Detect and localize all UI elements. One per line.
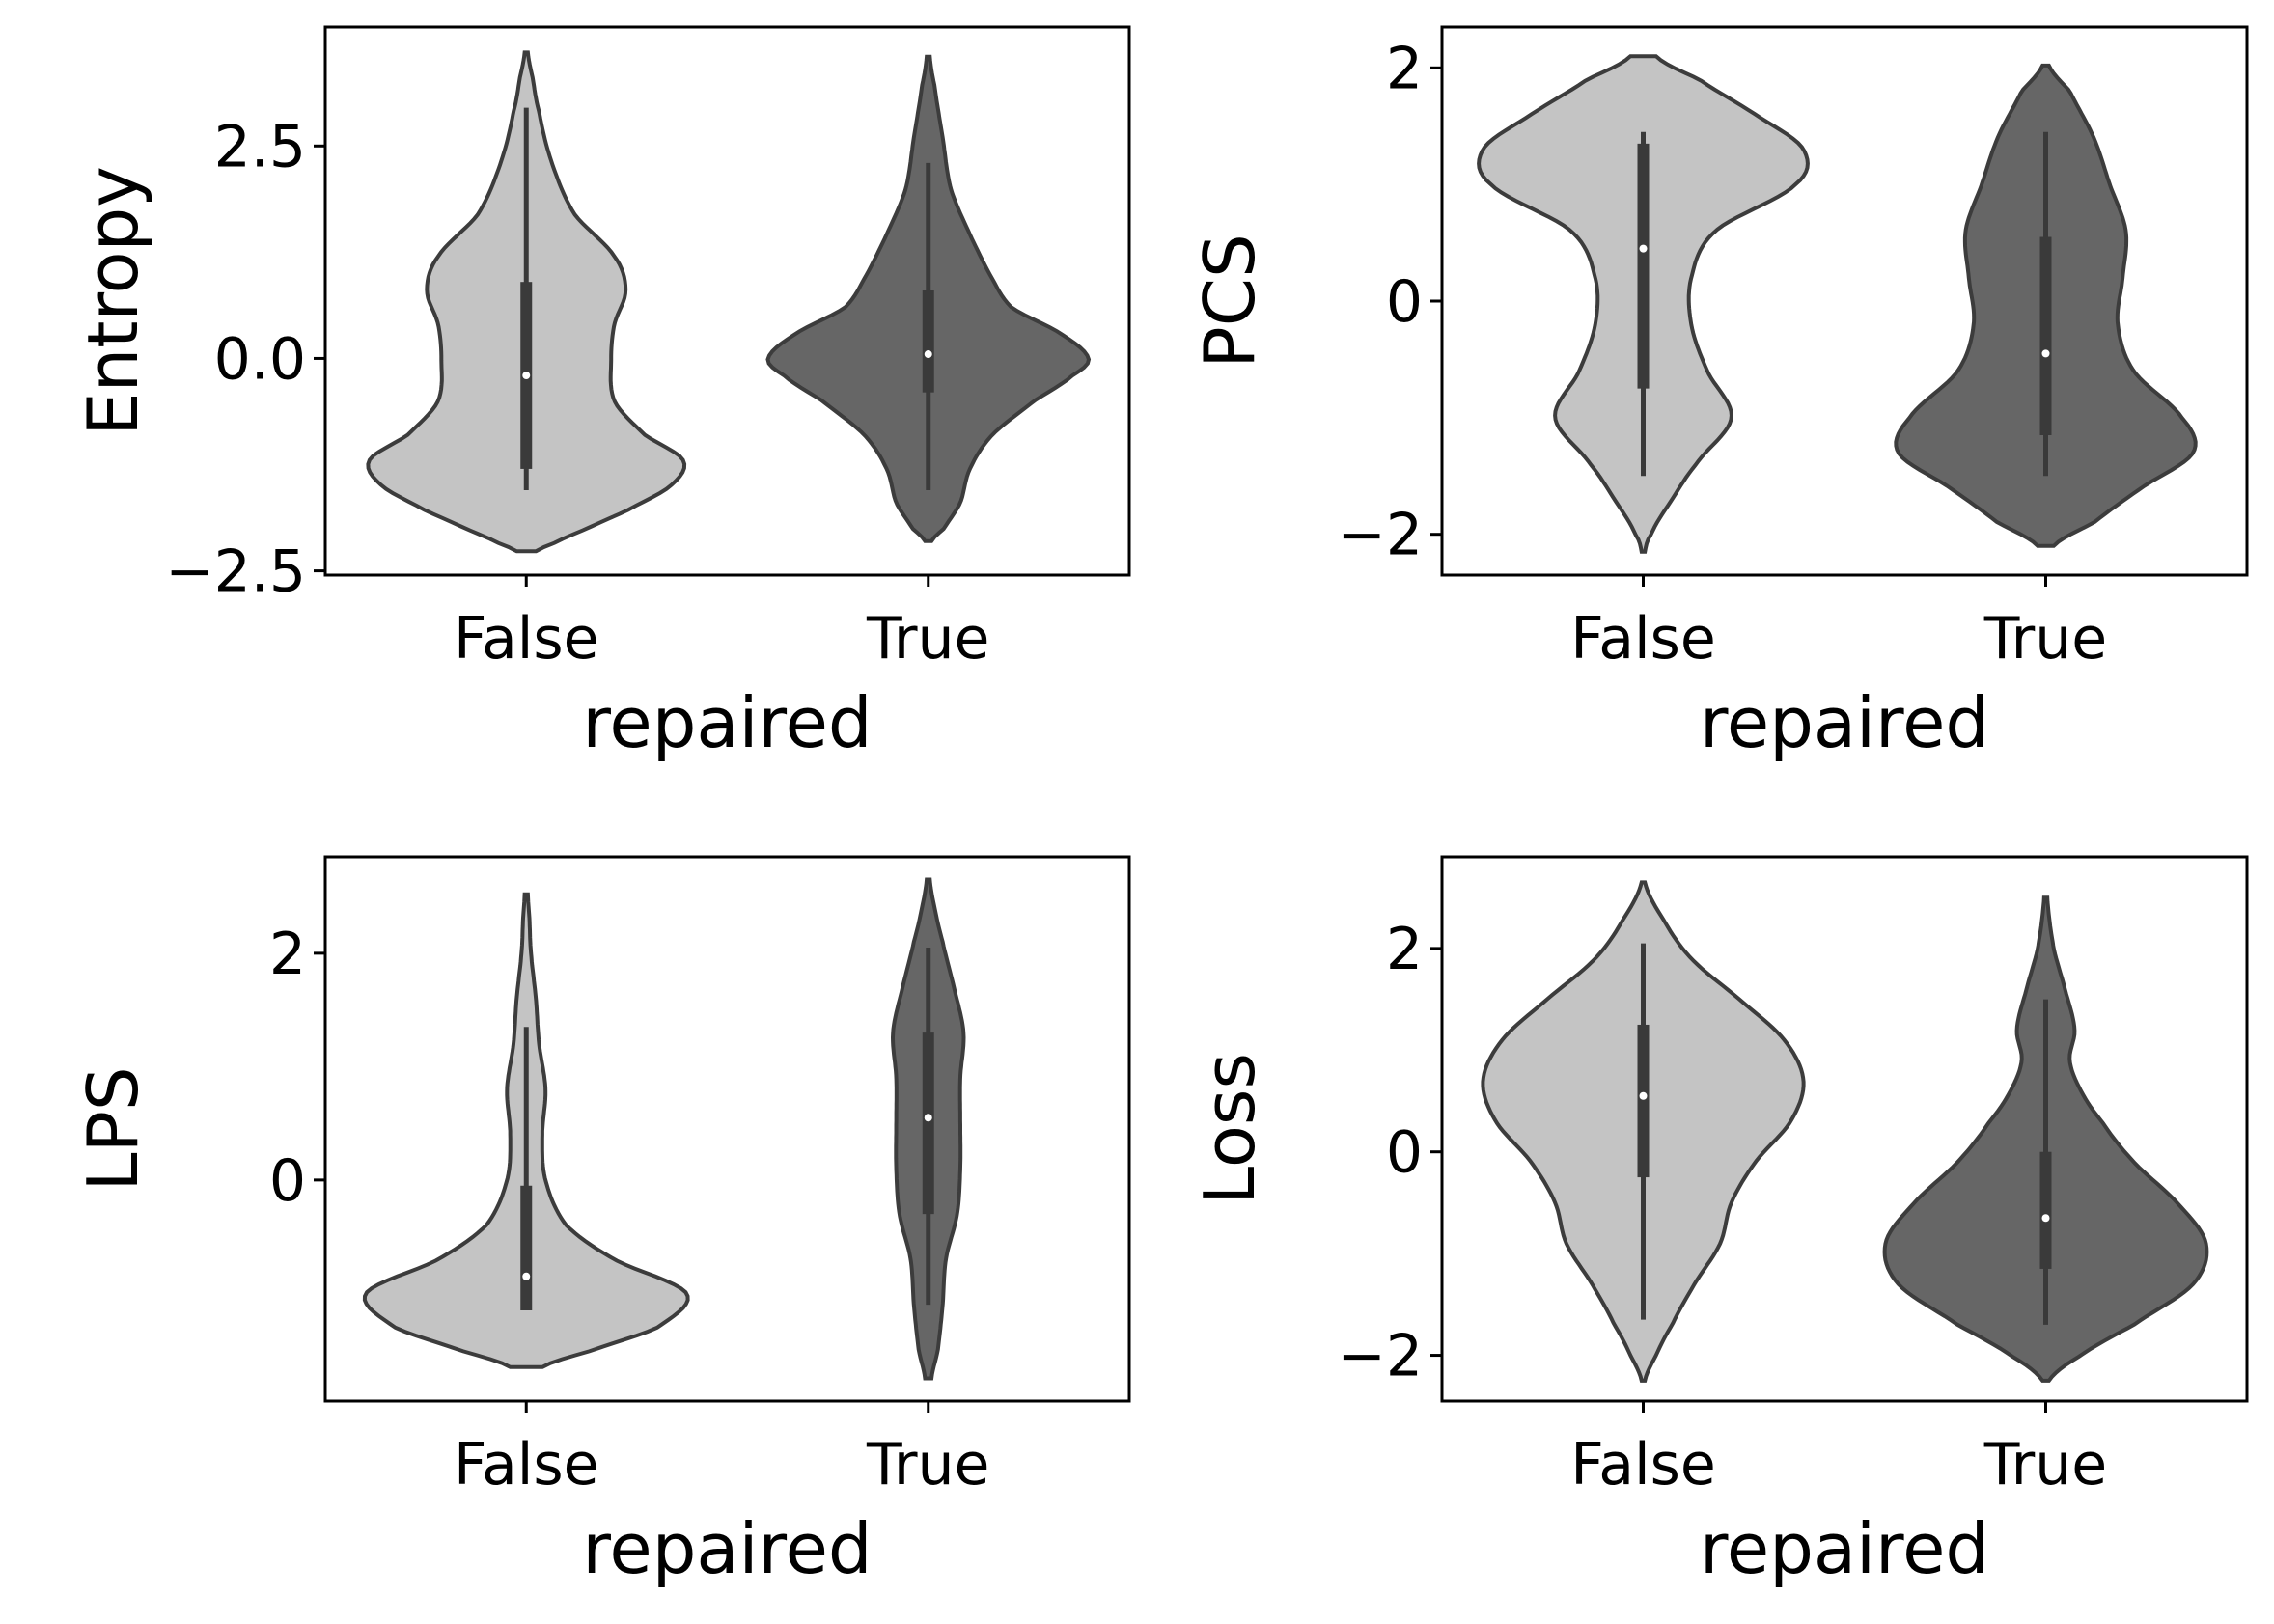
y-tick-label: 0 [269, 1147, 306, 1215]
y-tick-label: −2.5 [165, 538, 306, 606]
panel-loss: −2 0 2 False True repaired Loss [1189, 855, 2249, 1589]
x-axis-label: repaired [582, 682, 872, 763]
iqr-box-false [1637, 143, 1650, 389]
median-marker-false [522, 372, 531, 380]
violin-false [1481, 880, 1806, 1383]
x-axis-label: repaired [1700, 682, 1989, 763]
median-marker-true [924, 1114, 932, 1122]
violin-true [1894, 63, 2198, 548]
x-tick-label-true: True [866, 1431, 989, 1499]
median-marker-true [2041, 349, 2050, 358]
y-axis-label: Entropy [72, 166, 153, 436]
y-tick-label: 0 [1386, 268, 1423, 336]
violin-true [1882, 895, 2209, 1383]
iqr-box-false [1637, 1024, 1650, 1178]
violin-false [366, 50, 687, 554]
y-axis-label: Loss [1189, 1053, 1270, 1205]
y-tick-label: 2 [269, 921, 306, 988]
iqr-box-true [2039, 1151, 2052, 1269]
y-tick-label: 2.5 [214, 113, 306, 180]
iqr-box-true [922, 1032, 934, 1215]
x-tick-label-true: True [1983, 1431, 2107, 1499]
axes-frame [323, 25, 1131, 577]
violin-true [765, 54, 1092, 543]
x-tick-label-false: False [454, 1431, 599, 1499]
y-tick-label: −2 [1338, 502, 1423, 569]
y-tick-label: 0 [1386, 1119, 1423, 1187]
y-tick-label: −2 [1338, 1323, 1423, 1390]
y-axis-label: PCS [1189, 234, 1270, 368]
x-tick-label-true: True [1983, 605, 2107, 673]
iqr-box-false [520, 1185, 533, 1310]
panel-pcs: −2 0 2 False True repaired PCS [1189, 25, 2249, 763]
x-axis-label: repaired [582, 1508, 872, 1589]
iqr-box-true [922, 289, 934, 393]
axes-frame [1440, 855, 2249, 1403]
median-marker-false [522, 1272, 531, 1280]
panel-lps: 0 2 False True repaired LPS [72, 855, 1131, 1589]
median-marker-true [924, 350, 932, 359]
median-marker-true [2041, 1214, 2050, 1223]
median-marker-false [1639, 1091, 1648, 1100]
y-tick-label: 0.0 [214, 325, 306, 393]
axes-frame [323, 855, 1131, 1403]
x-tick-label-false: False [1570, 1431, 1716, 1499]
violin-false [1477, 54, 1810, 554]
x-tick-label-false: False [1570, 605, 1716, 673]
y-tick-label: 2 [1386, 916, 1423, 983]
violin-false [362, 892, 690, 1369]
violin-true [890, 877, 966, 1381]
y-axis-label: LPS [72, 1066, 153, 1191]
x-tick-label-false: False [454, 605, 599, 673]
x-axis-label: repaired [1700, 1508, 1989, 1589]
y-tick-label: 2 [1386, 35, 1423, 102]
median-marker-false [1639, 244, 1648, 253]
panel-entropy: −2.5 0.0 2.5 False True repaired Entropy [72, 25, 1131, 763]
x-tick-label-true: True [866, 605, 989, 673]
iqr-box-true [2039, 236, 2052, 435]
